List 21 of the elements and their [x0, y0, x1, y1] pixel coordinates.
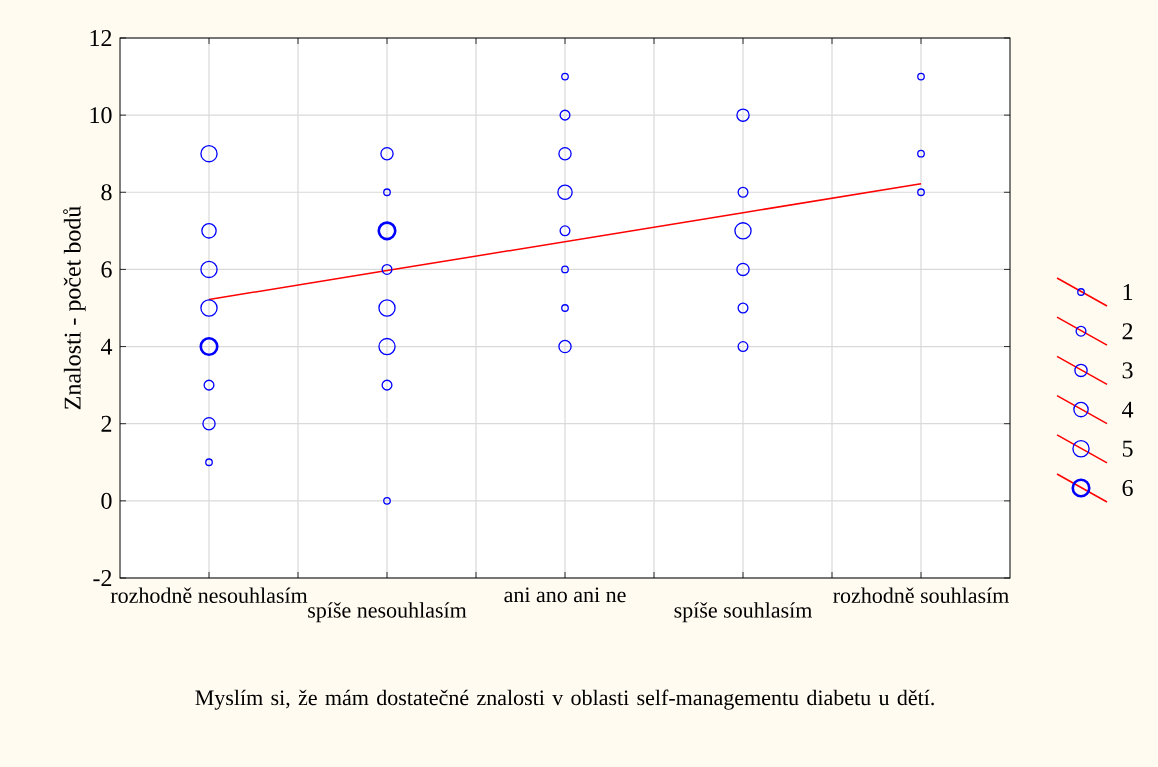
- y-axis-title: Znalosti - počet bodů: [63, 206, 86, 410]
- y-tick-label: 2: [101, 415, 112, 432]
- y-tick-label: -2: [93, 570, 112, 586]
- legend-label: 2: [1122, 323, 1133, 340]
- y-tick-label: 0: [101, 492, 112, 509]
- x-tick-label: rozhodně souhlasím: [833, 587, 1009, 604]
- legend-label: 1: [1123, 284, 1133, 300]
- legend-label: 5: [1122, 440, 1133, 457]
- y-tick-label: 10: [90, 107, 112, 124]
- legend-label: 3: [1122, 362, 1133, 379]
- x-tick-label: spíše souhlasím: [674, 602, 813, 623]
- x-tick-label: ani ano ani ne: [504, 587, 626, 603]
- x-tick-label: spíše nesouhlasím: [308, 602, 467, 623]
- y-tick-label: 12: [90, 30, 112, 46]
- y-tick-label: 6: [101, 261, 112, 278]
- x-tick-label: rozhodně nesouhlasím: [110, 587, 308, 604]
- y-tick-label: 8: [101, 184, 112, 201]
- y-tick-label: 4: [100, 338, 113, 355]
- x-axis-title: Myslím si, že mám dostatečné znalosti v oblasti self-managementu diabetu u dětí.: [195, 689, 934, 710]
- legend-label: 6: [1122, 479, 1133, 497]
- legend-label: 4: [1122, 401, 1134, 418]
